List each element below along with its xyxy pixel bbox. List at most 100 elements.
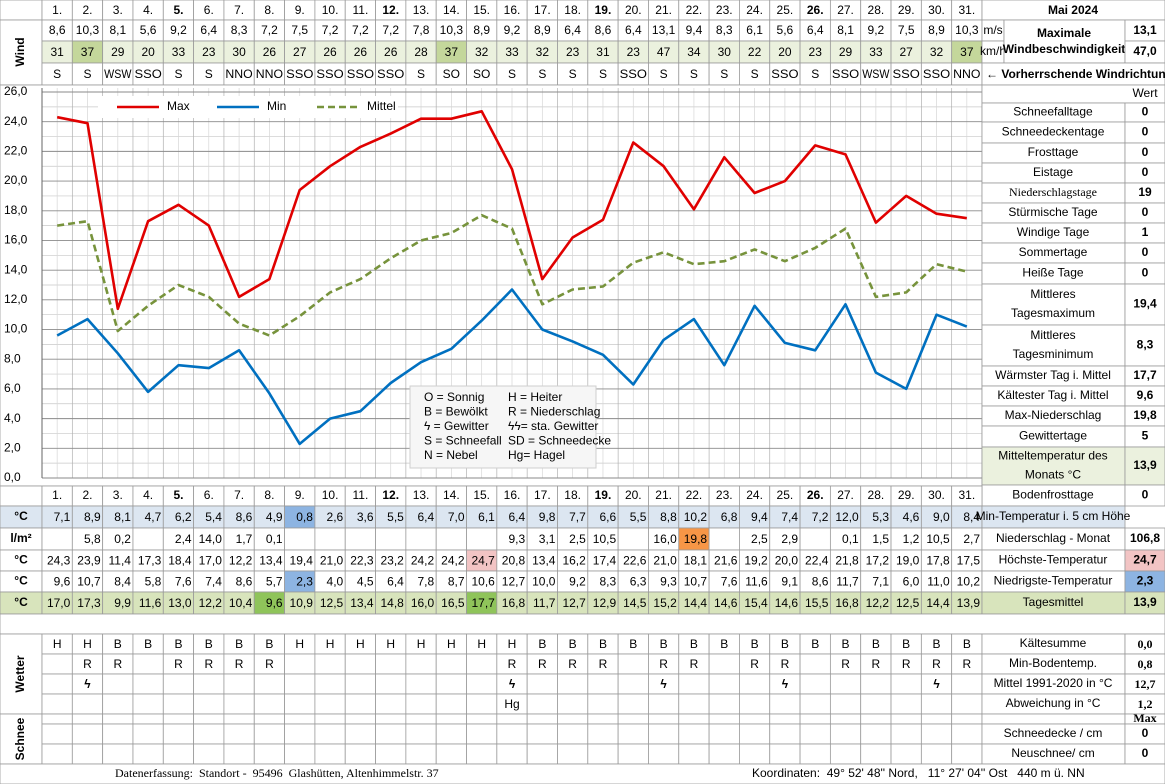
wind-ms: 7,2	[382, 23, 399, 37]
weather-symbol: B	[690, 637, 698, 651]
cell	[253, 673, 285, 695]
cell	[557, 713, 589, 725]
weather-symbol: B	[235, 637, 243, 651]
stats-label: Bodenfrosttage	[1012, 488, 1094, 502]
spacer-row	[0, 613, 1165, 635]
unit: km/h	[980, 44, 1006, 58]
cell	[71, 713, 104, 725]
table-value: 6,4	[508, 510, 525, 524]
stats-label: Windige Tage	[1017, 225, 1090, 239]
cell	[314, 693, 346, 715]
table-value: 12,7	[502, 575, 526, 589]
cell	[193, 693, 225, 715]
table-value: 20,0	[775, 554, 799, 568]
cell	[405, 723, 437, 745]
day-label: 31.	[958, 3, 975, 17]
cell	[678, 723, 710, 745]
table-value: 11,7	[533, 596, 556, 610]
weather-symbol: R	[750, 657, 759, 671]
table-row-value: 2,3	[1137, 574, 1154, 588]
y-tick-label: 2,0	[4, 440, 21, 454]
cell	[920, 723, 953, 745]
table-value: 10,0	[532, 575, 556, 589]
cell	[587, 723, 619, 745]
max-wind-label: Windbeschwindigkeit	[1003, 42, 1126, 56]
cell	[678, 713, 710, 725]
footer	[0, 763, 1165, 784]
cell	[739, 743, 771, 765]
cell	[557, 723, 589, 745]
day-label: 5.	[173, 488, 183, 502]
wind-kmh: 30	[718, 45, 732, 59]
day-label: 9.	[295, 3, 305, 17]
table-value: 9,6	[266, 596, 283, 610]
cell	[41, 713, 73, 725]
day-label: 14.	[443, 488, 460, 502]
wind-ms: 7,8	[413, 23, 430, 37]
table-value: 13,4	[532, 554, 556, 568]
cell	[951, 693, 983, 715]
day-label: 10.	[322, 488, 339, 502]
table-value: 12,5	[896, 596, 920, 610]
max-wind-kmh: 47,0	[1133, 44, 1157, 58]
day-label: 5.	[173, 3, 183, 17]
cell	[435, 713, 467, 725]
wind-kmh: 33	[505, 45, 519, 59]
table-value: 8,7	[448, 575, 465, 589]
weather-symbol: B	[265, 637, 273, 651]
cell	[375, 743, 407, 765]
table-value: 17,0	[47, 596, 71, 610]
day-label: 23.	[716, 3, 733, 17]
wind-ms: 9,4	[686, 23, 703, 37]
y-tick-label: 20,0	[4, 173, 28, 187]
day-label: 29.	[898, 488, 915, 502]
weather-symbol: H	[447, 637, 456, 651]
weather-symbol: B	[569, 637, 577, 651]
cell	[375, 653, 407, 675]
key-entry: ϟϟ= sta. Gewitter	[508, 419, 598, 433]
table-value: 6,0	[903, 575, 920, 589]
cell	[617, 653, 649, 675]
wind-direction: S	[690, 67, 698, 81]
table-value: 12,5	[320, 596, 344, 610]
y-tick-label: 0,0	[4, 470, 21, 484]
stats-value: 5	[1142, 429, 1149, 443]
cell	[557, 673, 589, 695]
wind-direction: S	[720, 67, 728, 81]
table-value: 7,6	[175, 575, 192, 589]
weather-symbol: ϟ	[84, 677, 91, 691]
cell	[526, 743, 558, 765]
table-value: 0,8	[296, 510, 313, 524]
weather-symbol: B	[751, 637, 759, 651]
table-value: 5,5	[387, 510, 404, 524]
stats-label: Tagesminimum	[1013, 347, 1094, 361]
y-tick-label: 18,0	[4, 203, 28, 217]
cell	[223, 673, 255, 695]
stats-label: Sommertage	[1019, 245, 1088, 259]
table-value: 3,6	[357, 510, 374, 524]
cell	[617, 693, 649, 715]
wind-ms: 6,4	[807, 23, 824, 37]
table-value: 22,6	[623, 554, 647, 568]
stats-value: 0	[1142, 145, 1149, 159]
stats-value: 0	[1142, 245, 1149, 259]
cell	[375, 673, 407, 695]
wind-ms: 9,2	[868, 23, 885, 37]
weather-symbol: B	[872, 637, 880, 651]
cell	[951, 713, 983, 725]
day-label: 22.	[686, 3, 703, 17]
day-label: 15.	[473, 3, 490, 17]
table-value: 1,7	[236, 532, 253, 546]
table-value: 1,5	[872, 532, 889, 546]
table-value: 1,2	[903, 532, 920, 546]
weather-symbol: R	[932, 657, 941, 671]
cell	[284, 713, 316, 725]
table-value: 14,0	[199, 532, 223, 546]
table-value: 6,6	[599, 510, 616, 524]
cell	[1003, 19, 1126, 64]
unit: m/s	[983, 23, 1002, 37]
wind-ms: 8,1	[837, 23, 854, 37]
weather-symbol: R	[902, 657, 911, 671]
table-value: 24,3	[47, 554, 71, 568]
